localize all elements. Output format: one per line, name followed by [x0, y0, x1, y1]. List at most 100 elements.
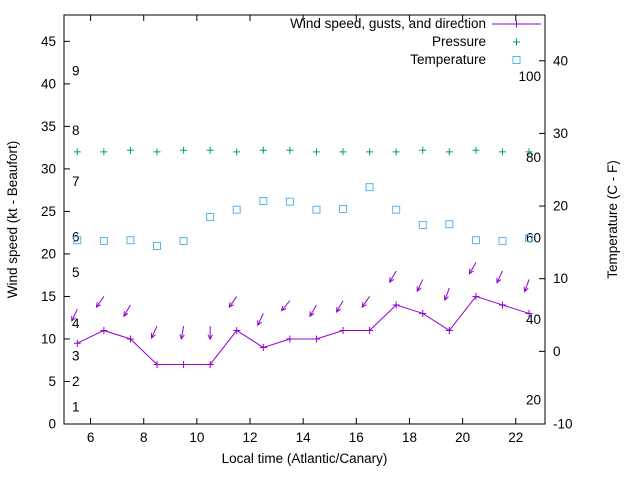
plot-border	[63, 14, 546, 425]
wind-speed-marker	[73, 339, 81, 347]
x-tick-label: 16	[349, 430, 364, 445]
y-axis-title-left: Wind speed (kt - Beaufort)	[5, 141, 20, 299]
wind-speed-line	[77, 295, 530, 365]
y-left-tick-label: 0	[48, 417, 56, 432]
pressure-marker	[339, 148, 347, 156]
x-tick-label: 14	[296, 430, 312, 445]
x-tick-label: 10	[189, 430, 204, 445]
y-right-tick-label: 30	[553, 126, 568, 141]
legend-sample-marker	[513, 20, 520, 28]
temperature-marker	[99, 236, 108, 245]
pressure-marker	[366, 148, 374, 156]
fahrenheit-scale-label: 60	[526, 231, 541, 246]
pressure-marker	[180, 146, 188, 154]
gust-direction-arrow	[71, 308, 78, 323]
x-tick-label: 6	[87, 430, 95, 445]
wind-speed-marker	[366, 326, 374, 334]
temperature-marker	[126, 236, 135, 245]
temperature-marker	[339, 204, 348, 213]
temperature-marker	[471, 236, 480, 245]
wind-speed-marker	[525, 309, 533, 317]
temperature-marker	[73, 236, 82, 245]
temperature-marker	[153, 242, 162, 251]
y-left-tick-label: 35	[41, 119, 56, 134]
wind-speed-marker	[445, 326, 453, 334]
pressure-marker	[312, 148, 320, 156]
pressure-marker	[525, 148, 533, 156]
legend-label: Temperature	[410, 52, 486, 67]
y-left-tick-label: 5	[48, 374, 56, 389]
gust-direction-arrow	[257, 313, 264, 327]
wind-speed-marker	[498, 301, 506, 309]
y-left-tick-label: 30	[41, 161, 56, 176]
pressure-marker	[259, 146, 267, 154]
y-right-tick-label: -10	[553, 417, 573, 432]
temperature-marker	[206, 212, 215, 221]
y-right-tick-label: 20	[553, 199, 568, 214]
beaufort-scale-label: 1	[72, 399, 80, 414]
x-tick-label: 18	[402, 430, 417, 445]
gust-direction-arrow	[496, 270, 503, 284]
y-axis-title-right: Temperature (C - F)	[605, 160, 620, 279]
wind-speed-marker	[286, 335, 294, 343]
wind-speed-marker	[126, 335, 134, 343]
gust-direction-arrow	[309, 304, 317, 318]
wind-speed-marker	[259, 343, 267, 351]
x-tick-label: 12	[243, 430, 258, 445]
y-right-tick-label: 40	[553, 53, 568, 68]
y-left-tick-label: 15	[41, 289, 56, 304]
x-tick-label: 20	[455, 430, 470, 445]
wind-speed-marker	[206, 360, 214, 368]
temperature-marker	[179, 236, 188, 245]
plot-area: 6 8 10 12 14 16 18 20 22051015202530354045-10010…	[41, 14, 573, 445]
fahrenheit-scale-label: 20	[526, 393, 541, 408]
y-right-tick-label: 10	[553, 271, 568, 286]
beaufort-scale-label: 8	[72, 123, 80, 138]
wind-speed-marker	[312, 335, 320, 343]
temperature-marker	[259, 196, 268, 205]
temperature-marker	[418, 220, 427, 229]
wind-speed-marker	[392, 301, 400, 309]
y-left-tick-label: 10	[41, 331, 56, 346]
wind-speed-marker	[339, 326, 347, 334]
pressure-marker	[100, 148, 108, 156]
temperature-marker	[285, 197, 294, 206]
pressure-marker	[126, 146, 134, 154]
temperature-marker	[232, 205, 241, 214]
x-tick-label: 8	[140, 430, 148, 445]
gust-direction-arrow	[335, 300, 344, 313]
pressure-marker	[206, 146, 214, 154]
pressure-marker	[445, 148, 453, 156]
y-left-tick-label: 25	[41, 204, 56, 219]
gust-direction-arrow	[280, 300, 291, 312]
wind-speed-marker	[419, 309, 427, 317]
gust-direction-arrow	[389, 270, 397, 284]
wind-speed-marker	[100, 326, 108, 334]
pressure-marker	[419, 146, 427, 154]
gust-direction-arrow	[228, 296, 238, 309]
gust-direction-arrow	[416, 279, 424, 293]
pressure-marker	[498, 148, 506, 156]
y-left-tick-label: 20	[41, 246, 56, 261]
temperature-marker	[498, 236, 507, 245]
gust-direction-arrow	[361, 296, 371, 309]
beaufort-scale-label: 2	[72, 374, 80, 389]
y-left-tick-label: 40	[41, 76, 56, 91]
temperature-marker	[445, 220, 454, 229]
gust-direction-arrow	[468, 262, 477, 275]
wind-speed-marker	[153, 360, 161, 368]
beaufort-scale-label: 4	[72, 316, 80, 331]
x-axis-title: Local time (Atlantic/Canary)	[222, 451, 388, 466]
legend-sample-marker	[512, 56, 521, 64]
fahrenheit-scale-label: 40	[526, 312, 541, 327]
pressure-marker	[472, 146, 480, 154]
y-right-tick-label: 0	[553, 344, 561, 359]
gust-direction-arrow	[95, 296, 105, 309]
temperature-marker	[525, 234, 534, 243]
legend-sample-marker	[513, 38, 520, 46]
fahrenheit-scale-label: 100	[518, 69, 541, 84]
beaufort-scale-label: 9	[72, 64, 80, 79]
gust-direction-arrow	[179, 326, 185, 341]
